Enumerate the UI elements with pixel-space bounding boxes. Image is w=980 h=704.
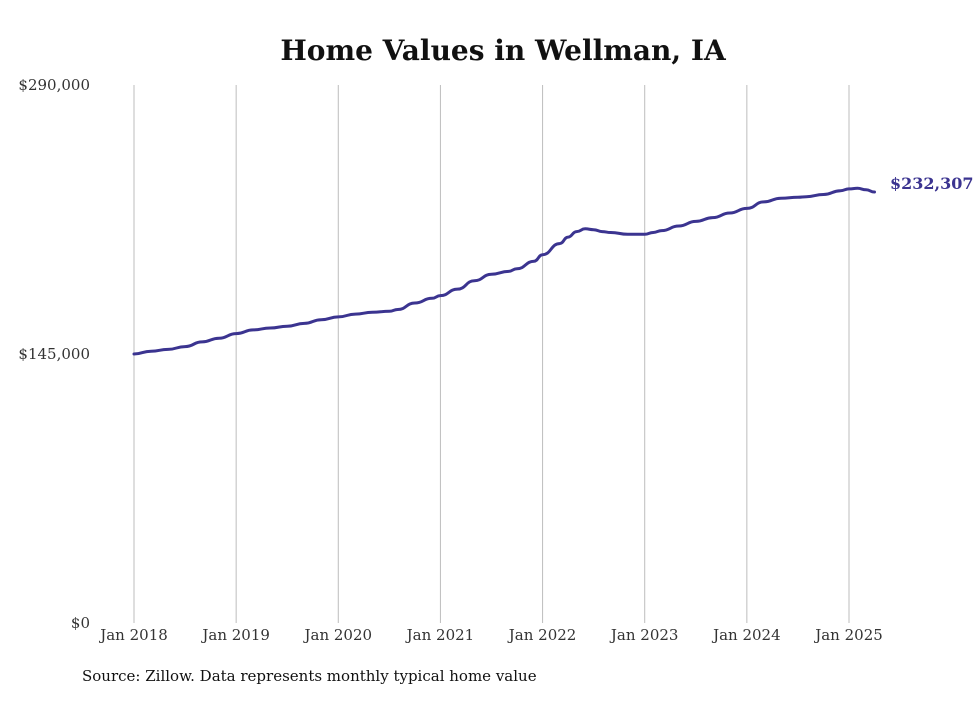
x-tick-label: Jan 2022 [507,626,577,644]
source-note: Source: Zillow. Data represents monthly … [82,667,537,685]
y-axis: $0 $145,000 $290,000 [18,76,90,632]
gridlines [133,85,850,623]
x-tick-label: Jan 2019 [200,626,270,644]
series-layer [132,186,876,356]
end-value-label: $232,307 [890,174,974,193]
series-line-0 [132,186,876,356]
x-tick-label: Jan 2023 [609,626,679,644]
x-tick-label: Jan 2018 [98,626,168,644]
x-tick-label: Jan 2021 [405,626,475,644]
y-tick-label: $290,000 [18,76,90,94]
x-tick-label: Jan 2025 [813,626,883,644]
y-tick-label: $145,000 [18,345,90,363]
x-tick-label: Jan 2024 [711,626,781,644]
x-tick-label: Jan 2020 [303,626,373,644]
x-axis: Jan 2018 Jan 2019 Jan 2020 Jan 2021 Jan 2022… [98,626,883,644]
y-tick-label: $0 [71,614,90,632]
chart-title: Home Values in Wellman, IA [280,34,727,67]
